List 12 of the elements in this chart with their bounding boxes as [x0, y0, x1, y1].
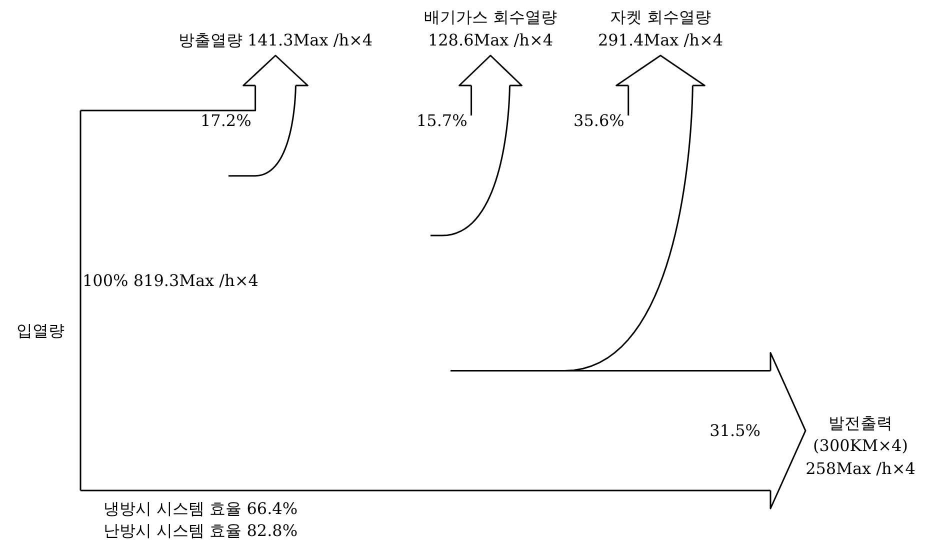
data-label: 15.7% — [416, 111, 468, 130]
text: 냉방시 시스템 효율 66.4% — [103, 499, 298, 518]
data-label: 17.2% — [200, 111, 252, 130]
category-label: 발전출력 (300KM×4) 258Max /h×4 — [806, 413, 916, 478]
data-label: 31.5% — [710, 421, 760, 440]
text: 난방시 시스템 효율 82.8% — [103, 521, 298, 540]
text: 입열량 — [16, 321, 64, 340]
category-label: 방출열량 141.3Max /h×4 — [178, 30, 373, 50]
text: 100% 819.3Max /h×4 — [82, 271, 258, 290]
data-label: 35.6% — [574, 111, 624, 130]
category-label: 자켓 회수열량 291.4Max /h×4 — [598, 8, 724, 50]
category-label: 배기가스 회수열량 128.6Max /h×4 — [424, 8, 558, 50]
